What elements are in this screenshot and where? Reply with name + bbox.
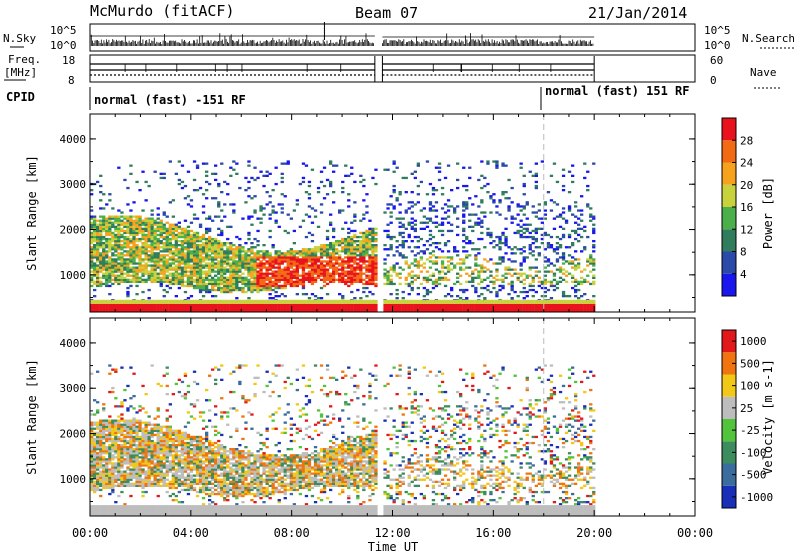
velocity-ylabel: Slant Range [km] — [25, 359, 39, 475]
mode-label-1: normal (fast) -151 RF — [94, 93, 246, 107]
freq-nave-panel — [89, 54, 696, 83]
xtick-label: 20:00 — [576, 526, 612, 540]
freq-label-1: Freq. — [8, 53, 41, 66]
noise-tick-left-bottom: 10^0 — [50, 39, 77, 52]
noise-panel — [89, 22, 696, 52]
colorbar-swatch — [722, 374, 736, 397]
ytick-label: 4000 — [60, 133, 87, 146]
beam-title: Beam 07 — [355, 4, 418, 22]
colorbar-tick-label: 20 — [740, 179, 753, 192]
ytick-label: 1000 — [60, 269, 87, 282]
ytick-label: 3000 — [60, 382, 87, 395]
colorbar-swatch — [722, 207, 736, 230]
colorbar-swatch — [722, 352, 736, 375]
ytick-label: 3000 — [60, 178, 87, 191]
colorbar-tick-label: 16 — [740, 201, 753, 214]
velocity-heatmap-panel: 1000 2000 3000 4000 — [60, 317, 696, 517]
nave-tick-top: 60 — [710, 54, 723, 67]
colorbar-tick-label: 28 — [740, 134, 753, 147]
colorbar-swatch — [722, 118, 736, 141]
colorbar-tick-label: -1000 — [740, 491, 773, 504]
freq-tick-bottom: 8 — [68, 74, 75, 87]
ytick-label: 1000 — [60, 473, 87, 486]
noise-tick-right-bottom: 10^0 — [704, 39, 731, 52]
cpid-label: CPID — [6, 90, 35, 104]
xtick-label: 16:00 — [475, 526, 511, 540]
xtick-label: 00:00 — [72, 526, 108, 540]
colorbar-swatch — [722, 162, 736, 185]
ytick-label: 2000 — [60, 428, 87, 441]
colorbar-swatch — [722, 229, 736, 252]
xtick-label: 00:00 — [677, 526, 713, 540]
nave-tick-bottom: 0 — [710, 74, 717, 87]
colorbar-swatch — [722, 330, 736, 353]
colorbar-tick-label: 8 — [740, 246, 747, 259]
freq-label-2: [MHz] — [4, 66, 37, 79]
power-heatmap-panel: 1000 2000 3000 4000 — [60, 113, 696, 313]
colorbar-swatch — [722, 463, 736, 486]
power-colorbar: 4 8 12 16 20 24 28 — [721, 117, 754, 297]
mode-label-2: normal (fast) 151 RF — [545, 84, 690, 98]
noise-tick-right-top: 10^5 — [704, 24, 731, 37]
colorbar-tick-label: 4 — [740, 268, 747, 281]
colorbar-tick-label: 500 — [740, 357, 760, 370]
ytick-label: 2000 — [60, 224, 87, 237]
colorbar-tick-label: 24 — [740, 157, 754, 170]
colorbar-swatch — [722, 419, 736, 442]
colorbar-swatch — [722, 184, 736, 207]
power-ylabel: Slant Range [km] — [25, 155, 39, 271]
colorbar-tick-label: -500 — [740, 469, 767, 482]
station-title: McMurdo (fitACF) — [90, 2, 235, 20]
power-colorbar-title: Power [dB] — [761, 177, 775, 249]
colorbar-swatch — [722, 396, 736, 419]
colorbar-tick-label: 100 — [740, 380, 760, 393]
xtick-label: 08:00 — [274, 526, 310, 540]
velocity-colorbar-title: Velocity [m s-1] — [761, 359, 775, 475]
xtick-label: 04:00 — [173, 526, 209, 540]
freq-tick-top: 18 — [62, 54, 75, 67]
colorbar-tick-label: 12 — [740, 223, 753, 236]
nsearch-label: N.Search — [742, 32, 795, 45]
xaxis-label: Time UT — [368, 540, 419, 554]
noise-tick-left-top: 10^5 — [50, 24, 77, 37]
velocity-colorbar: 1000 500 100 25 -25 -100 -500 -1000 — [721, 329, 773, 509]
colorbar-swatch — [722, 441, 736, 464]
colorbar-tick-label: -25 — [740, 424, 760, 437]
colorbar-swatch — [722, 273, 736, 296]
colorbar-tick-label: 25 — [740, 402, 753, 415]
nave-label: Nave — [750, 66, 777, 79]
ytick-label: 4000 — [60, 337, 87, 350]
date-title: 21/Jan/2014 — [588, 4, 687, 22]
xtick-label: 12:00 — [374, 526, 410, 540]
colorbar-swatch — [722, 485, 736, 508]
colorbar-swatch — [722, 251, 736, 274]
colorbar-tick-label: -100 — [740, 446, 767, 459]
noise-sky-trace — [89, 33, 594, 46]
colorbar-swatch — [722, 140, 736, 163]
nsky-label: N.Sky — [3, 32, 36, 45]
colorbar-tick-label: 1000 — [740, 335, 767, 348]
